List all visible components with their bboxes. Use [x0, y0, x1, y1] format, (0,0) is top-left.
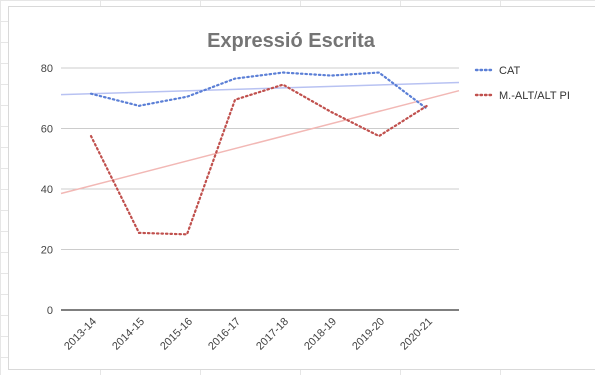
y-tick-label: 20: [41, 245, 53, 257]
y-tick-label: 40: [41, 184, 53, 196]
series-lines: [89, 71, 429, 236]
y-tick-label: 60: [41, 124, 53, 136]
legend: CAT M.-ALT/ALT PI: [474, 65, 570, 102]
y-axis: 0 20 40 60 80: [41, 63, 53, 317]
x-tick-label: 2015-16: [158, 316, 195, 353]
x-axis: 2013-14 2014-15 2015-16 2016-17 2017-18 2018-…: [62, 316, 435, 353]
y-tick-label: 0: [47, 305, 53, 317]
chart-title: Expressió Escrita: [207, 30, 376, 52]
x-tick-label: 2014-15: [110, 316, 147, 353]
line-chart: Expressió Escrita 0 20 40 60 80 2013-14 2014-…: [41, 30, 570, 353]
series-line: [89, 71, 429, 110]
trendlines: [60, 81, 460, 195]
x-tick-label: 2019-20: [350, 316, 387, 353]
trendline: [60, 89, 460, 195]
trendline: [60, 81, 460, 96]
y-tick-label: 80: [41, 63, 53, 75]
chart-card[interactable]: Expressió Escrita 0 20 40 60 80 2013-14 2014-…: [8, 6, 595, 370]
grid-lines: [61, 67, 459, 311]
x-tick-label: 2018-19: [302, 316, 339, 353]
legend-label: M.-ALT/ALT PI: [499, 90, 570, 102]
x-tick-label: 2020-21: [398, 316, 435, 353]
series-line: [89, 83, 429, 236]
x-tick-label: 2013-14: [62, 316, 99, 353]
legend-label: CAT: [499, 65, 520, 77]
x-tick-label: 2016-17: [206, 316, 243, 353]
x-tick-label: 2017-18: [254, 316, 291, 353]
